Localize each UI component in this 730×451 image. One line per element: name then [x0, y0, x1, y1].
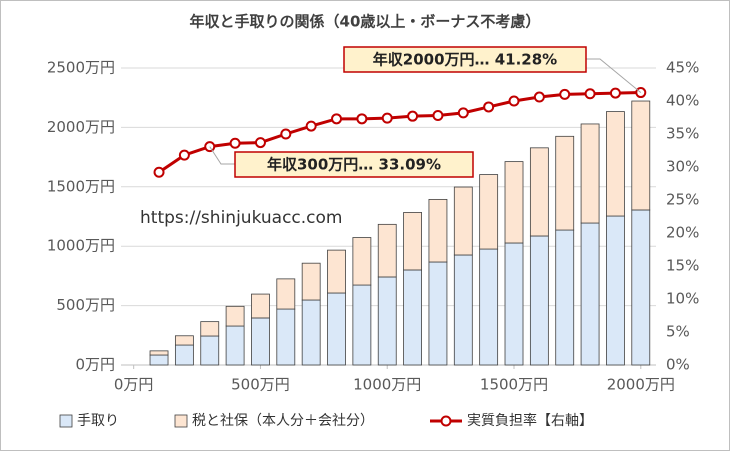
annotation-box	[234, 151, 474, 178]
rate-marker	[609, 87, 621, 99]
y-tick-label: 2500万円	[47, 59, 115, 77]
rate-marker	[153, 166, 165, 178]
y2-tick-label: 35%	[666, 125, 699, 143]
bar-segment	[428, 198, 448, 263]
bar-segment	[200, 335, 220, 366]
rate-marker	[407, 110, 419, 122]
y-tick-label: 2000万円	[47, 118, 115, 136]
bar-segment	[479, 174, 499, 250]
y-tick-label: 0万円	[75, 356, 115, 374]
bar-segment	[606, 215, 625, 366]
bar-segment	[225, 325, 245, 366]
bar-segment	[149, 350, 169, 356]
legend-label: 税と社保（本人分＋会社分）	[192, 413, 374, 429]
legend-label: 手取り	[77, 413, 119, 429]
y2-tick-label: 15%	[666, 257, 699, 275]
rate-marker	[381, 112, 393, 124]
bar-segment	[453, 186, 473, 256]
rate-marker	[178, 149, 190, 161]
legend-swatch	[174, 414, 188, 428]
rate-marker	[584, 88, 596, 100]
rate-marker	[559, 88, 571, 100]
y2-tick-label: 30%	[666, 158, 699, 176]
y2-tick-label: 25%	[666, 191, 699, 209]
y2-tick-label: 10%	[666, 290, 699, 308]
legend-label: 実質負担率【右軸】	[467, 412, 593, 429]
annotation-box	[343, 46, 587, 73]
rate-marker	[432, 110, 444, 122]
bar-segment	[580, 222, 600, 366]
bar-segment	[301, 299, 321, 366]
bar-segment	[377, 223, 397, 278]
bar-segment	[403, 269, 422, 366]
y2-tick-label: 0%	[666, 356, 690, 374]
bar-segment	[479, 248, 499, 366]
rate-marker	[356, 113, 368, 125]
rate-marker	[305, 120, 317, 132]
bar-segment	[276, 278, 296, 310]
y2-tick-label: 20%	[666, 224, 699, 242]
x-tick-label: 0万円	[114, 376, 154, 394]
bar-segment	[555, 229, 575, 366]
bar-segment	[251, 317, 270, 366]
rate-marker	[483, 101, 495, 113]
y-tick-label: 1000万円	[47, 237, 115, 255]
bar-segment	[580, 123, 600, 224]
bar-segment	[631, 100, 651, 211]
legend-swatch	[440, 415, 452, 427]
bar-segment	[327, 249, 346, 294]
bar-segment	[251, 293, 270, 319]
bar-segment	[504, 161, 524, 244]
rate-marker	[457, 107, 469, 119]
rate-marker	[280, 128, 292, 140]
bar-segment	[529, 147, 549, 237]
watermark: https://shinjukuacc.com	[140, 208, 342, 228]
bar-segment	[631, 209, 651, 366]
bar-segment	[606, 111, 625, 217]
y2-tick-label: 5%	[666, 323, 690, 341]
x-tick-label: 1500万円	[480, 376, 548, 394]
bar-segment	[555, 135, 575, 231]
rate-marker	[229, 137, 241, 149]
x-tick-label: 1000万円	[353, 376, 421, 394]
bar-segment	[225, 305, 245, 327]
x-tick-label: 500万円	[231, 376, 290, 394]
bar-segment	[301, 262, 321, 301]
bar-segment	[174, 344, 194, 366]
bar-segment	[428, 261, 448, 366]
bar-segment	[352, 237, 372, 286]
rate-marker	[331, 113, 343, 125]
bar-segment	[529, 235, 549, 366]
rate-marker	[533, 91, 545, 103]
bar-segment	[149, 354, 169, 366]
bar-segment	[276, 308, 296, 366]
bar-segment	[377, 276, 397, 366]
leader-line	[586, 58, 642, 93]
y2-tick-label: 45%	[666, 59, 699, 77]
x-tick-label: 2000万円	[607, 376, 675, 394]
rate-marker	[254, 137, 266, 149]
y2-tick-label: 40%	[666, 92, 699, 110]
bar-segment	[327, 292, 346, 366]
bar-segment	[403, 212, 422, 271]
bar-segment	[453, 254, 473, 366]
bar-segment	[174, 335, 194, 346]
rate-marker	[508, 95, 520, 107]
annotation-text: 年収300万円… 33.09%	[267, 156, 441, 174]
bar-segment	[504, 242, 524, 366]
chart-title: 年収と手取りの関係（40歳以上・ボーナス不考慮）	[190, 13, 541, 31]
leader-line	[209, 146, 235, 165]
bar-segment	[352, 284, 372, 366]
bar-segment	[200, 321, 220, 337]
legend-swatch	[59, 414, 73, 428]
y-tick-label: 1500万円	[47, 177, 115, 195]
y-tick-label: 500万円	[56, 296, 115, 314]
annotation-text: 年収2000万円… 41.28%	[373, 51, 557, 69]
